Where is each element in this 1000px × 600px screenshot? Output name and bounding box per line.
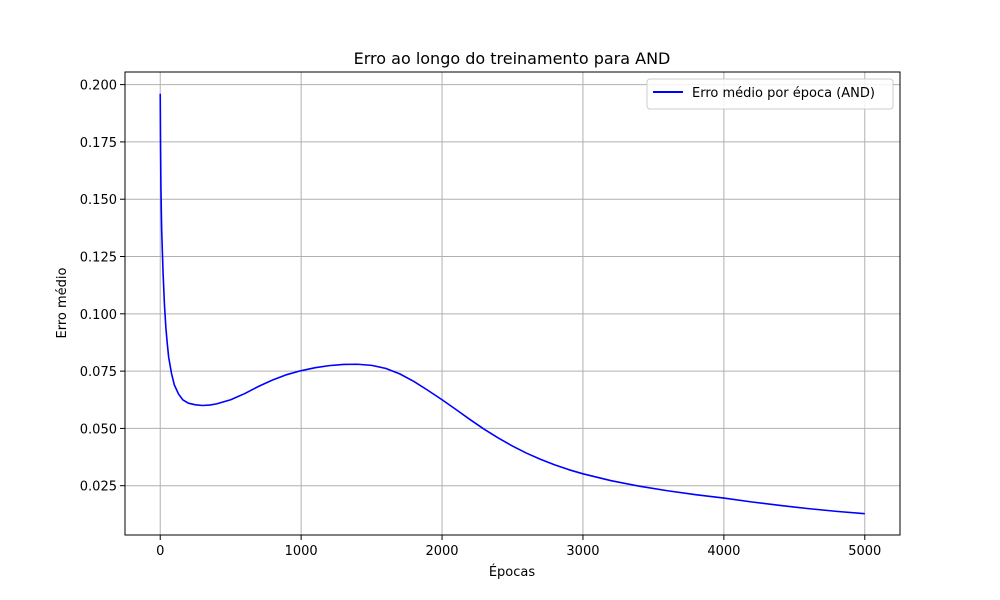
plot-frame xyxy=(124,71,901,536)
x-tick-label: 3000 xyxy=(566,544,599,559)
y-axis-label: Erro médio xyxy=(55,267,70,338)
x-tick-label: 5000 xyxy=(848,544,881,559)
x-tick-label: 1000 xyxy=(285,544,318,559)
x-tick-label: 4000 xyxy=(707,544,740,559)
ticks-layer: 0 1000 2000 3000 4000 5000 0.025 0.050 0.075 0.10… xyxy=(80,79,882,559)
series-layer xyxy=(159,93,865,515)
y-tick-label: 0.150 xyxy=(80,193,117,208)
x-axis-label: Épocas xyxy=(489,564,536,580)
chart-title: Erro ao longo do treinamento para AND xyxy=(354,49,671,68)
grid-layer xyxy=(125,72,900,535)
y-tick-label: 0.075 xyxy=(80,365,117,380)
y-tick-label: 0.125 xyxy=(80,251,117,266)
y-tick-label: 0.025 xyxy=(80,480,117,495)
legend: Erro médio por época (AND) xyxy=(646,78,894,110)
y-tick-label: 0.200 xyxy=(80,79,117,94)
y-tick-label: 0.175 xyxy=(80,136,117,151)
y-tick-label: 0.050 xyxy=(80,422,117,437)
legend-label: Erro médio por época (AND) xyxy=(692,86,875,101)
x-tick-label: 0 xyxy=(156,544,164,559)
y-tick-label: 0.100 xyxy=(80,308,117,323)
legend-box xyxy=(646,78,894,110)
series-line xyxy=(159,93,865,515)
x-tick-label: 2000 xyxy=(425,544,458,559)
